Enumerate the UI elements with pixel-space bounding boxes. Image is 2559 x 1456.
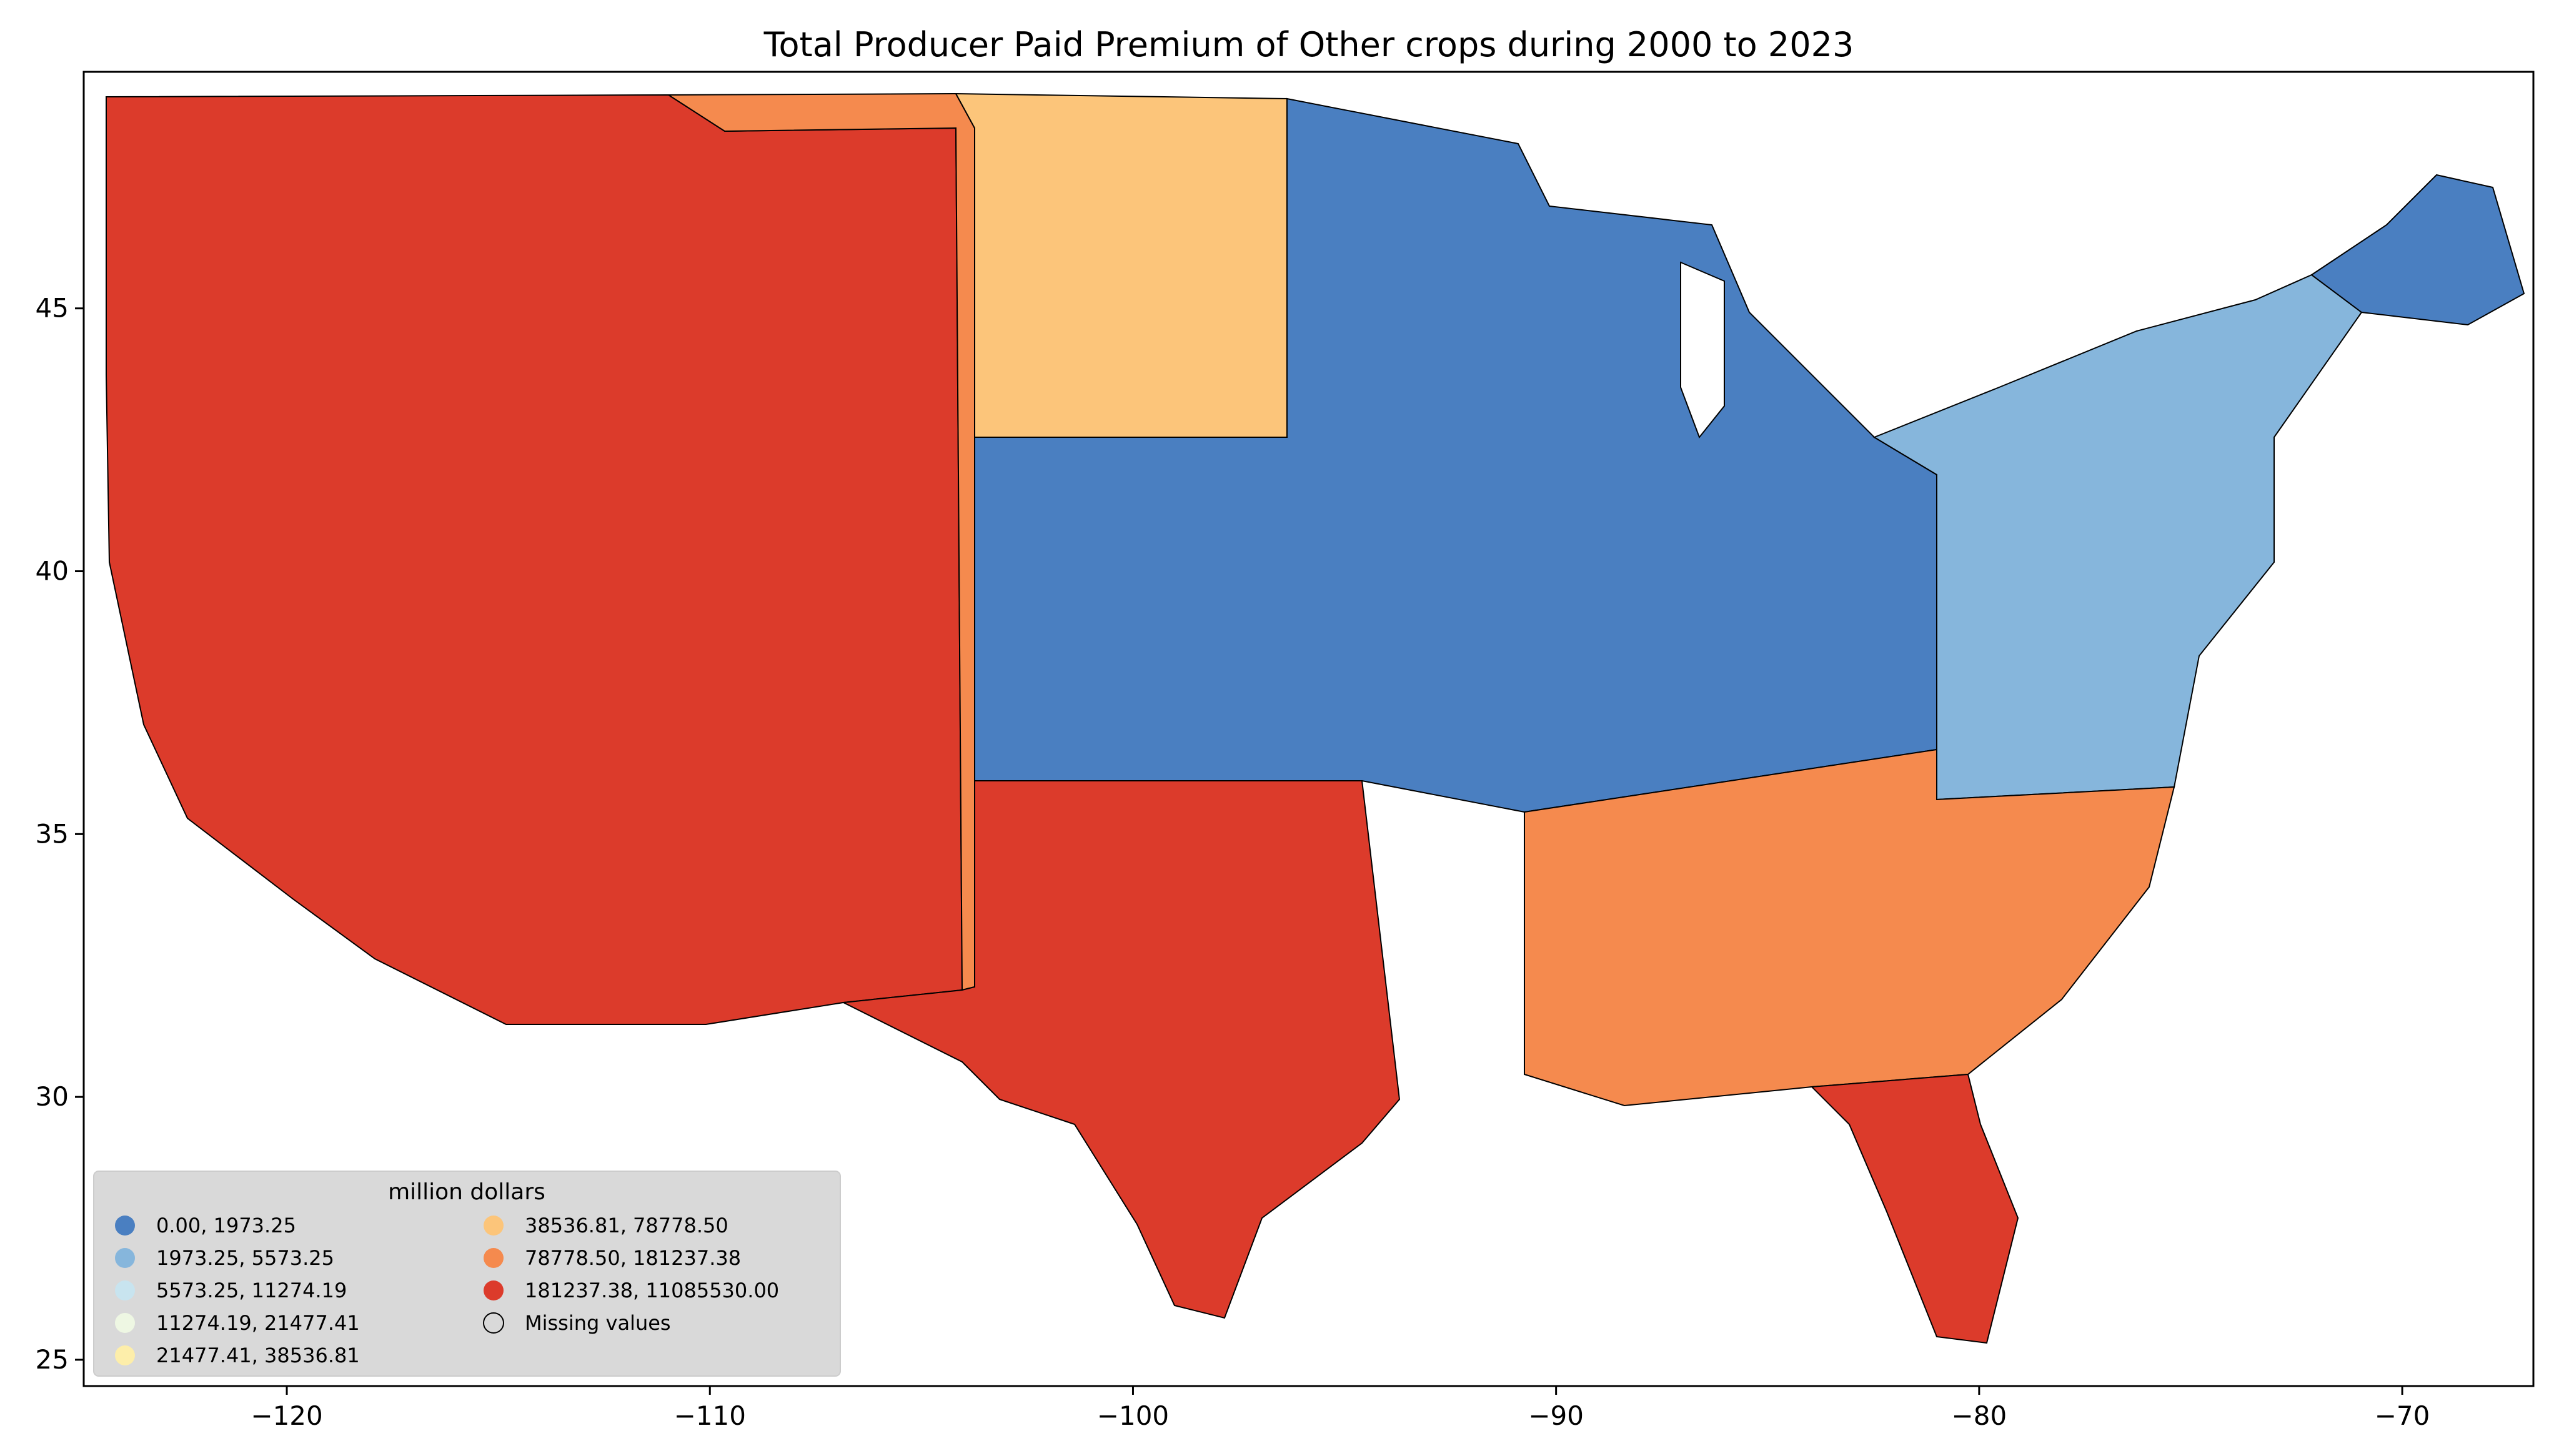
legend-label: 0.00, 1973.25 <box>156 1214 296 1237</box>
us-map <box>106 92 2525 1344</box>
legend-marker <box>115 1280 135 1300</box>
legend-label: 11274.19, 21477.41 <box>156 1311 360 1335</box>
y-tick-label: 45 <box>36 293 69 324</box>
y-tick-label: 25 <box>36 1344 69 1375</box>
legend: million dollars 0.00, 1973.25 1973.25, 55… <box>93 1171 841 1377</box>
maine-region <box>2310 174 2525 326</box>
y-tick-label: 35 <box>36 818 69 849</box>
legend-marker <box>115 1216 135 1236</box>
x-tick-label: −70 <box>2375 1400 2430 1431</box>
legend-label: 181237.38, 11085530.00 <box>525 1279 779 1302</box>
legend-items: 0.00, 1973.25 1973.25, 5573.25 5573.25, 11… <box>115 1214 779 1367</box>
legend-label: 1973.25, 5573.25 <box>156 1246 334 1270</box>
legend-marker <box>484 1280 504 1300</box>
lake-michigan <box>1680 261 1725 438</box>
chart-title: Total Producer Paid Premium of Other cro… <box>763 25 1854 64</box>
y-axis: 25 30 35 40 45 <box>36 293 84 1375</box>
x-tick-label: −80 <box>1952 1400 2007 1431</box>
legend-label: Missing values <box>525 1311 671 1335</box>
legend-box <box>93 1171 841 1377</box>
florida-region <box>1810 1073 2019 1344</box>
legend-label: 21477.41, 38536.81 <box>156 1344 360 1367</box>
southeast-region <box>1524 748 2175 1107</box>
x-tick-label: −90 <box>1528 1400 1584 1431</box>
map-frame <box>82 71 2535 1387</box>
legend-marker <box>115 1345 135 1365</box>
x-tick-label: −100 <box>1097 1400 1169 1431</box>
legend-label: 78778.50, 181237.38 <box>525 1246 741 1270</box>
texas-region <box>841 780 1401 1319</box>
y-tick-label: 30 <box>36 1081 69 1112</box>
legend-marker <box>115 1248 135 1268</box>
legend-marker <box>484 1248 504 1268</box>
legend-title: million dollars <box>388 1179 545 1205</box>
y-tick-label: 40 <box>36 556 69 587</box>
x-axis: −120 −110 −100 −90 −80 −70 <box>251 1386 2430 1431</box>
legend-marker <box>484 1216 504 1236</box>
legend-marker <box>483 1312 504 1334</box>
x-tick-label: −120 <box>251 1400 322 1431</box>
x-tick-label: −110 <box>674 1400 746 1431</box>
legend-label: 5573.25, 11274.19 <box>156 1279 347 1302</box>
legend-label: 38536.81, 78778.50 <box>525 1214 728 1237</box>
legend-marker <box>115 1313 135 1333</box>
plains-region <box>955 92 1288 438</box>
